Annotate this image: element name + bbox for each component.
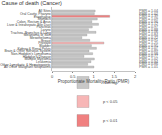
svg-text:Colon, Rectum & Anus: Colon, Rectum & Anus [17,20,51,24]
svg-text:p < 0.05: p < 0.05 [103,99,118,104]
svg-text:PMR = 0.97: PMR = 0.97 [139,25,158,29]
svg-text:1.5: 1.5 [111,74,117,79]
svg-text:PMR = 0.86: PMR = 0.86 [139,62,158,66]
svg-text:All Other Malignant Neoplasms: All Other Malignant Neoplasms [4,65,51,69]
svg-text:All Sites: All Sites [39,9,52,13]
svg-text:PMR = 0.95: PMR = 0.95 [139,44,158,48]
svg-text:Hodgkin's Disease: Hodgkin's Disease [23,55,51,59]
svg-text:Kidney & Renal Pelvis: Kidney & Renal Pelvis [17,47,51,51]
svg-text:PMR = 0.96: PMR = 0.96 [139,20,158,24]
svg-text:Liver & Intrahepatic Bile Duct: Liver & Intrahepatic Bile Duct [7,23,51,27]
svg-text:Bladder: Bladder [39,44,52,48]
svg-text:Brain & Other Nervous System: Brain & Other Nervous System [4,49,51,53]
svg-text:Larynx: Larynx [41,28,51,32]
svg-text:Non-sig: Non-sig [103,80,117,85]
svg-text:PMR = 1.07: PMR = 1.07 [139,46,158,50]
svg-text:PMR = 1.04: PMR = 1.04 [139,9,158,13]
svg-text:Esophagus: Esophagus [34,15,51,19]
svg-text:PMR = 1.01: PMR = 1.01 [139,65,158,69]
svg-text:PMR = 1.06: PMR = 1.06 [139,30,158,34]
svg-text:Melanoma of Skin: Melanoma of Skin [24,33,51,37]
svg-text:Oral Cavity, Pharynx: Oral Cavity, Pharynx [20,12,51,16]
svg-text:Cause of death (Cancer): Cause of death (Cancer) [2,0,62,6]
svg-text:PMR = 0.91: PMR = 0.91 [139,38,158,42]
svg-text:Pancreas: Pancreas [36,25,51,29]
svg-text:p < 0.01: p < 0.01 [103,118,118,123]
svg-text:Trachea, Bronchus & Lung: Trachea, Bronchus & Lung [11,31,51,35]
svg-text:PMR = 0.72: PMR = 0.72 [139,36,158,40]
svg-text:Multiple Myeloma: Multiple Myeloma [24,57,50,61]
svg-text:Prostate: Prostate [38,41,51,45]
svg-text:PMR = 0.77: PMR = 0.77 [139,54,158,58]
svg-text:1: 1 [92,74,95,79]
svg-text:PMR = 0.88: PMR = 0.88 [139,28,158,32]
svg-text:Non-Hodgkin's Lymphoma: Non-Hodgkin's Lymphoma [11,52,51,56]
svg-text:PMR = 1.09: PMR = 1.09 [139,17,158,21]
svg-text:PMR = 0.84: PMR = 0.84 [139,33,158,37]
svg-text:Proportionate Mortality Ratio: Proportionate Mortality Ratio (PMR) [58,79,130,84]
svg-text:2: 2 [134,74,137,79]
svg-text:PMR = 1.02: PMR = 1.02 [139,57,158,61]
svg-text:Breast: Breast [41,39,51,43]
svg-text:PMR = 1.25: PMR = 1.25 [139,41,158,45]
svg-text:PMR = 0.89: PMR = 0.89 [139,49,158,53]
svg-text:Leukemia: Leukemia [36,60,51,64]
svg-text:Other Lymphatic & Hematopoieti: Other Lymphatic & Hematopoietic [0,63,51,67]
svg-text:0.5: 0.5 [70,74,76,79]
svg-text:PMR = 1.02: PMR = 1.02 [139,12,158,16]
svg-text:PMR = 0.98: PMR = 0.98 [139,52,158,56]
svg-text:Mesothelioma: Mesothelioma [30,36,51,40]
svg-text:PMR = 1.12: PMR = 1.12 [139,22,158,26]
svg-text:Stomach: Stomach [37,17,50,21]
svg-text:PMR = 1.39: PMR = 1.39 [139,14,158,18]
svg-text:PMR = 0.94: PMR = 0.94 [139,60,158,64]
svg-text:0: 0 [51,74,54,79]
